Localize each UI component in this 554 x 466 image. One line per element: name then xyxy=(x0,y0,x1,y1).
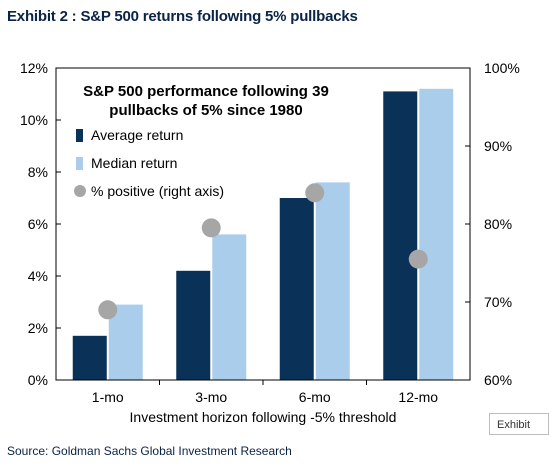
pct-positive-point-3-mo xyxy=(201,218,221,238)
median-return-bar-12-mo xyxy=(419,88,454,381)
right-axis-tick-label: 100% xyxy=(484,60,520,76)
point-layer xyxy=(98,183,428,320)
median-return-bar-1-mo xyxy=(108,304,143,380)
right-axis-tick-label: 80% xyxy=(484,216,512,232)
legend-swatch-average xyxy=(76,129,83,142)
x-axis-tick-label: 3-mo xyxy=(195,389,227,405)
chart-container: 0% 2% 4% 6% 8% 10% 12% 60% 70% 80% 90% 100% 1-mo 3-mo… xyxy=(0,48,554,438)
chart-legend: S&P 500 performance following 39 pullback… xyxy=(74,83,329,199)
legend-label: Average return xyxy=(91,127,183,143)
pct-positive-point-12-mo xyxy=(408,249,428,269)
average-return-bar-1-mo xyxy=(72,335,107,380)
right-axis-tick-label: 70% xyxy=(484,294,512,310)
x-axis-tick-label: 12-mo xyxy=(398,389,438,405)
legend-label: % positive (right axis) xyxy=(91,183,224,199)
exhibit-title: Exhibit 2 : S&P 500 returns following 5%… xyxy=(7,8,358,25)
average-return-bar-6-mo xyxy=(279,198,314,380)
x-axis-tick-label: 1-mo xyxy=(92,389,124,405)
average-return-bar-3-mo xyxy=(176,270,211,380)
chart-title: S&P 500 performance following 39 pullback… xyxy=(83,83,329,119)
left-axis-tick-label: 4% xyxy=(28,268,48,284)
left-axis-tick-label: 2% xyxy=(28,320,48,336)
source-note: Source: Goldman Sachs Global Investment … xyxy=(7,444,292,458)
pct-positive-point-6-mo xyxy=(305,183,325,203)
exhibit-tag[interactable]: Exhibit xyxy=(489,413,549,435)
left-axis-tick-label: 6% xyxy=(28,216,48,232)
legend-swatch-pct-positive xyxy=(74,185,86,197)
x-axis-title: Investment horizon following -5% thresho… xyxy=(130,409,397,425)
axes-layer: 0% 2% 4% 6% 8% 10% 12% 60% 70% 80% 90% 100% 1-mo 3-mo… xyxy=(20,60,520,425)
right-axis-tick-label: 90% xyxy=(484,138,512,154)
average-return-bar-12-mo xyxy=(383,91,418,381)
chart-svg: 0% 2% 4% 6% 8% 10% 12% 60% 70% 80% 90% 100% 1-mo 3-mo… xyxy=(20,60,520,425)
left-axis-tick-label: 8% xyxy=(28,164,48,180)
x-axis-tick-label: 6-mo xyxy=(299,389,331,405)
legend-label: Median return xyxy=(91,155,177,171)
median-return-bar-3-mo xyxy=(212,234,247,380)
left-axis-tick-label: 0% xyxy=(28,372,48,388)
legend-swatch-median xyxy=(76,157,83,170)
median-return-bar-6-mo xyxy=(315,182,350,380)
left-axis-tick-label: 12% xyxy=(20,60,48,76)
bar-layer xyxy=(72,88,454,381)
left-axis-tick-label: 10% xyxy=(20,112,48,128)
right-axis-tick-label: 60% xyxy=(484,372,512,388)
pct-positive-point-1-mo xyxy=(98,300,118,320)
